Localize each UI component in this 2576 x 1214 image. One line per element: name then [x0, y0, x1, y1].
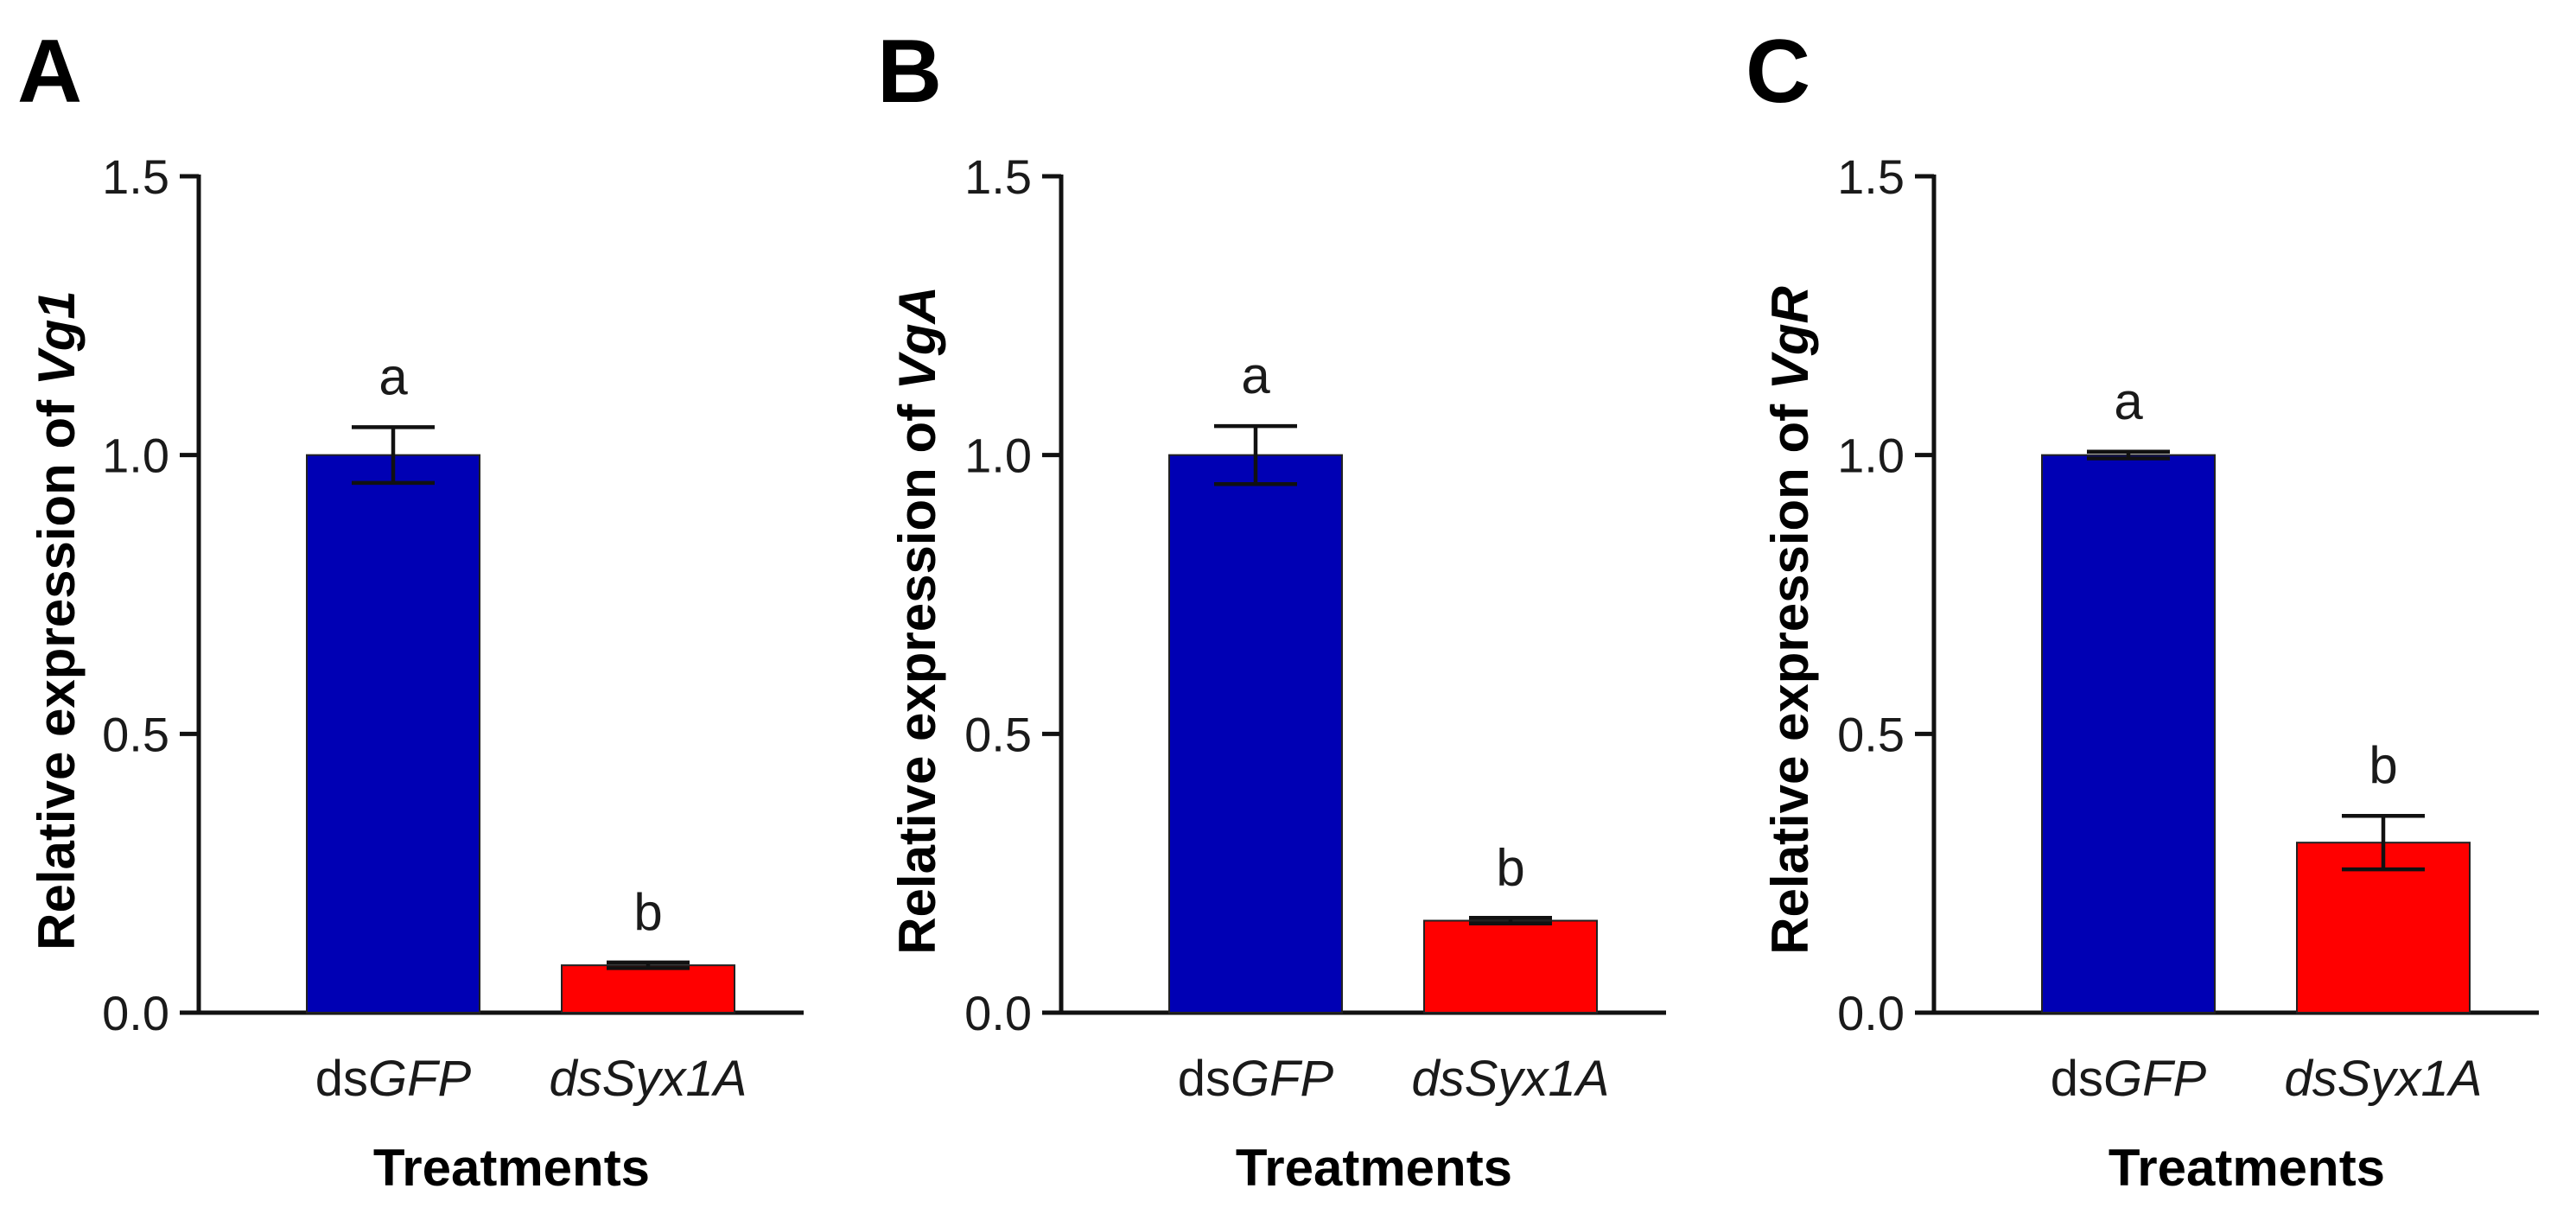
y-tick-label: 1.5 — [964, 149, 1032, 204]
y-tick-label: 0.0 — [1837, 986, 1905, 1040]
x-tick-label-prefix: ds — [2051, 1051, 2103, 1107]
x-axis-title: Treatments — [1236, 1139, 1512, 1197]
x-tick-label-italic: dsSyx1A — [1412, 1051, 1610, 1107]
y-axis-title-prefix: Relative expression of — [28, 385, 86, 950]
chart-panel-b: B 0.0 0.5 1.0 1.5 a dsGFP b dsSyx1A Treatments Rel… — [877, 22, 1666, 1197]
bar-dssyx1a — [561, 964, 735, 1014]
x-axis-title: Treatments — [373, 1139, 650, 1197]
significance-letter: a — [378, 347, 408, 405]
y-axis-title: Relative expression of VgA — [888, 286, 946, 955]
y-tick-label: 0.5 — [964, 707, 1032, 761]
bar-dsgfp — [306, 454, 480, 1014]
y-tick-label: 1.0 — [1837, 429, 1905, 483]
x-tick-label-italic: dsSyx1A — [550, 1051, 747, 1107]
y-axis-title-gene: Vg1 — [28, 290, 86, 385]
panel-letter: C — [1746, 22, 1810, 122]
y-tick-label: 0.5 — [102, 707, 169, 761]
x-tick-label: dsSyx1A — [1412, 1051, 1610, 1107]
axes — [196, 175, 804, 1015]
y-tick-label: 0.0 — [964, 986, 1032, 1040]
error-bar — [2087, 449, 2170, 461]
y-tick-label: 1.5 — [1837, 149, 1905, 204]
significance-letter: b — [1496, 838, 1524, 896]
y-tick-label: 1.0 — [102, 429, 169, 483]
y-axis-title-gene: VgA — [888, 286, 946, 390]
y-axis-title-prefix: Relative expression of — [1761, 390, 1819, 955]
x-tick-label: dsSyx1A — [2285, 1051, 2483, 1107]
y-axis-title-gene: VgR — [1761, 286, 1819, 390]
y-tick-label: 0.5 — [1837, 707, 1905, 761]
bar-dsgfp — [1168, 454, 1343, 1014]
significance-letter: b — [633, 883, 662, 941]
y-tick-label: 0.0 — [102, 986, 169, 1040]
x-tick-label-prefix: ds — [1178, 1051, 1231, 1107]
error-bar — [1214, 423, 1297, 486]
axes — [1059, 175, 1666, 1015]
error-bar — [1469, 916, 1552, 925]
significance-letter: b — [2369, 736, 2397, 794]
significance-letter: a — [1241, 346, 1270, 404]
x-tick-label-italic: GFP — [1231, 1051, 1334, 1107]
bar-dssyx1a — [1423, 919, 1598, 1014]
y-axis-title: Relative expression of Vg1 — [28, 290, 86, 950]
x-tick-label: dsGFP — [1178, 1051, 1334, 1107]
x-tick-label: dsGFP — [2051, 1051, 2207, 1107]
x-tick-label-prefix: ds — [315, 1051, 368, 1107]
y-axis-title-prefix: Relative expression of — [888, 390, 946, 955]
panel-letter: A — [17, 22, 82, 122]
x-tick-label: dsSyx1A — [550, 1051, 747, 1107]
significance-letter: a — [2114, 372, 2143, 430]
error-bar — [2342, 813, 2425, 872]
bar-dsgfp — [2041, 454, 2216, 1014]
x-tick-label-italic: GFP — [368, 1051, 472, 1107]
y-tick-label: 1.0 — [964, 429, 1032, 483]
x-axis-title: Treatments — [2109, 1139, 2385, 1197]
y-axis-title: Relative expression of VgR — [1761, 286, 1819, 955]
error-bar — [352, 425, 435, 486]
error-bar — [607, 960, 690, 970]
panel-letter: B — [877, 22, 942, 122]
chart-panel-a: A 0.0 0.5 1.0 1.5 a dsGFP b dsSyx1A Treatments Rel… — [17, 22, 804, 1197]
x-tick-label-italic: GFP — [2103, 1051, 2207, 1107]
x-tick-label-italic: dsSyx1A — [2285, 1051, 2483, 1107]
chart-panel-c: C 0.0 0.5 1.0 1.5 a dsGFP b dsSyx1A Treatments Rel… — [1746, 22, 2539, 1197]
x-tick-label: dsGFP — [315, 1051, 472, 1107]
y-tick-label: 1.5 — [102, 149, 169, 204]
